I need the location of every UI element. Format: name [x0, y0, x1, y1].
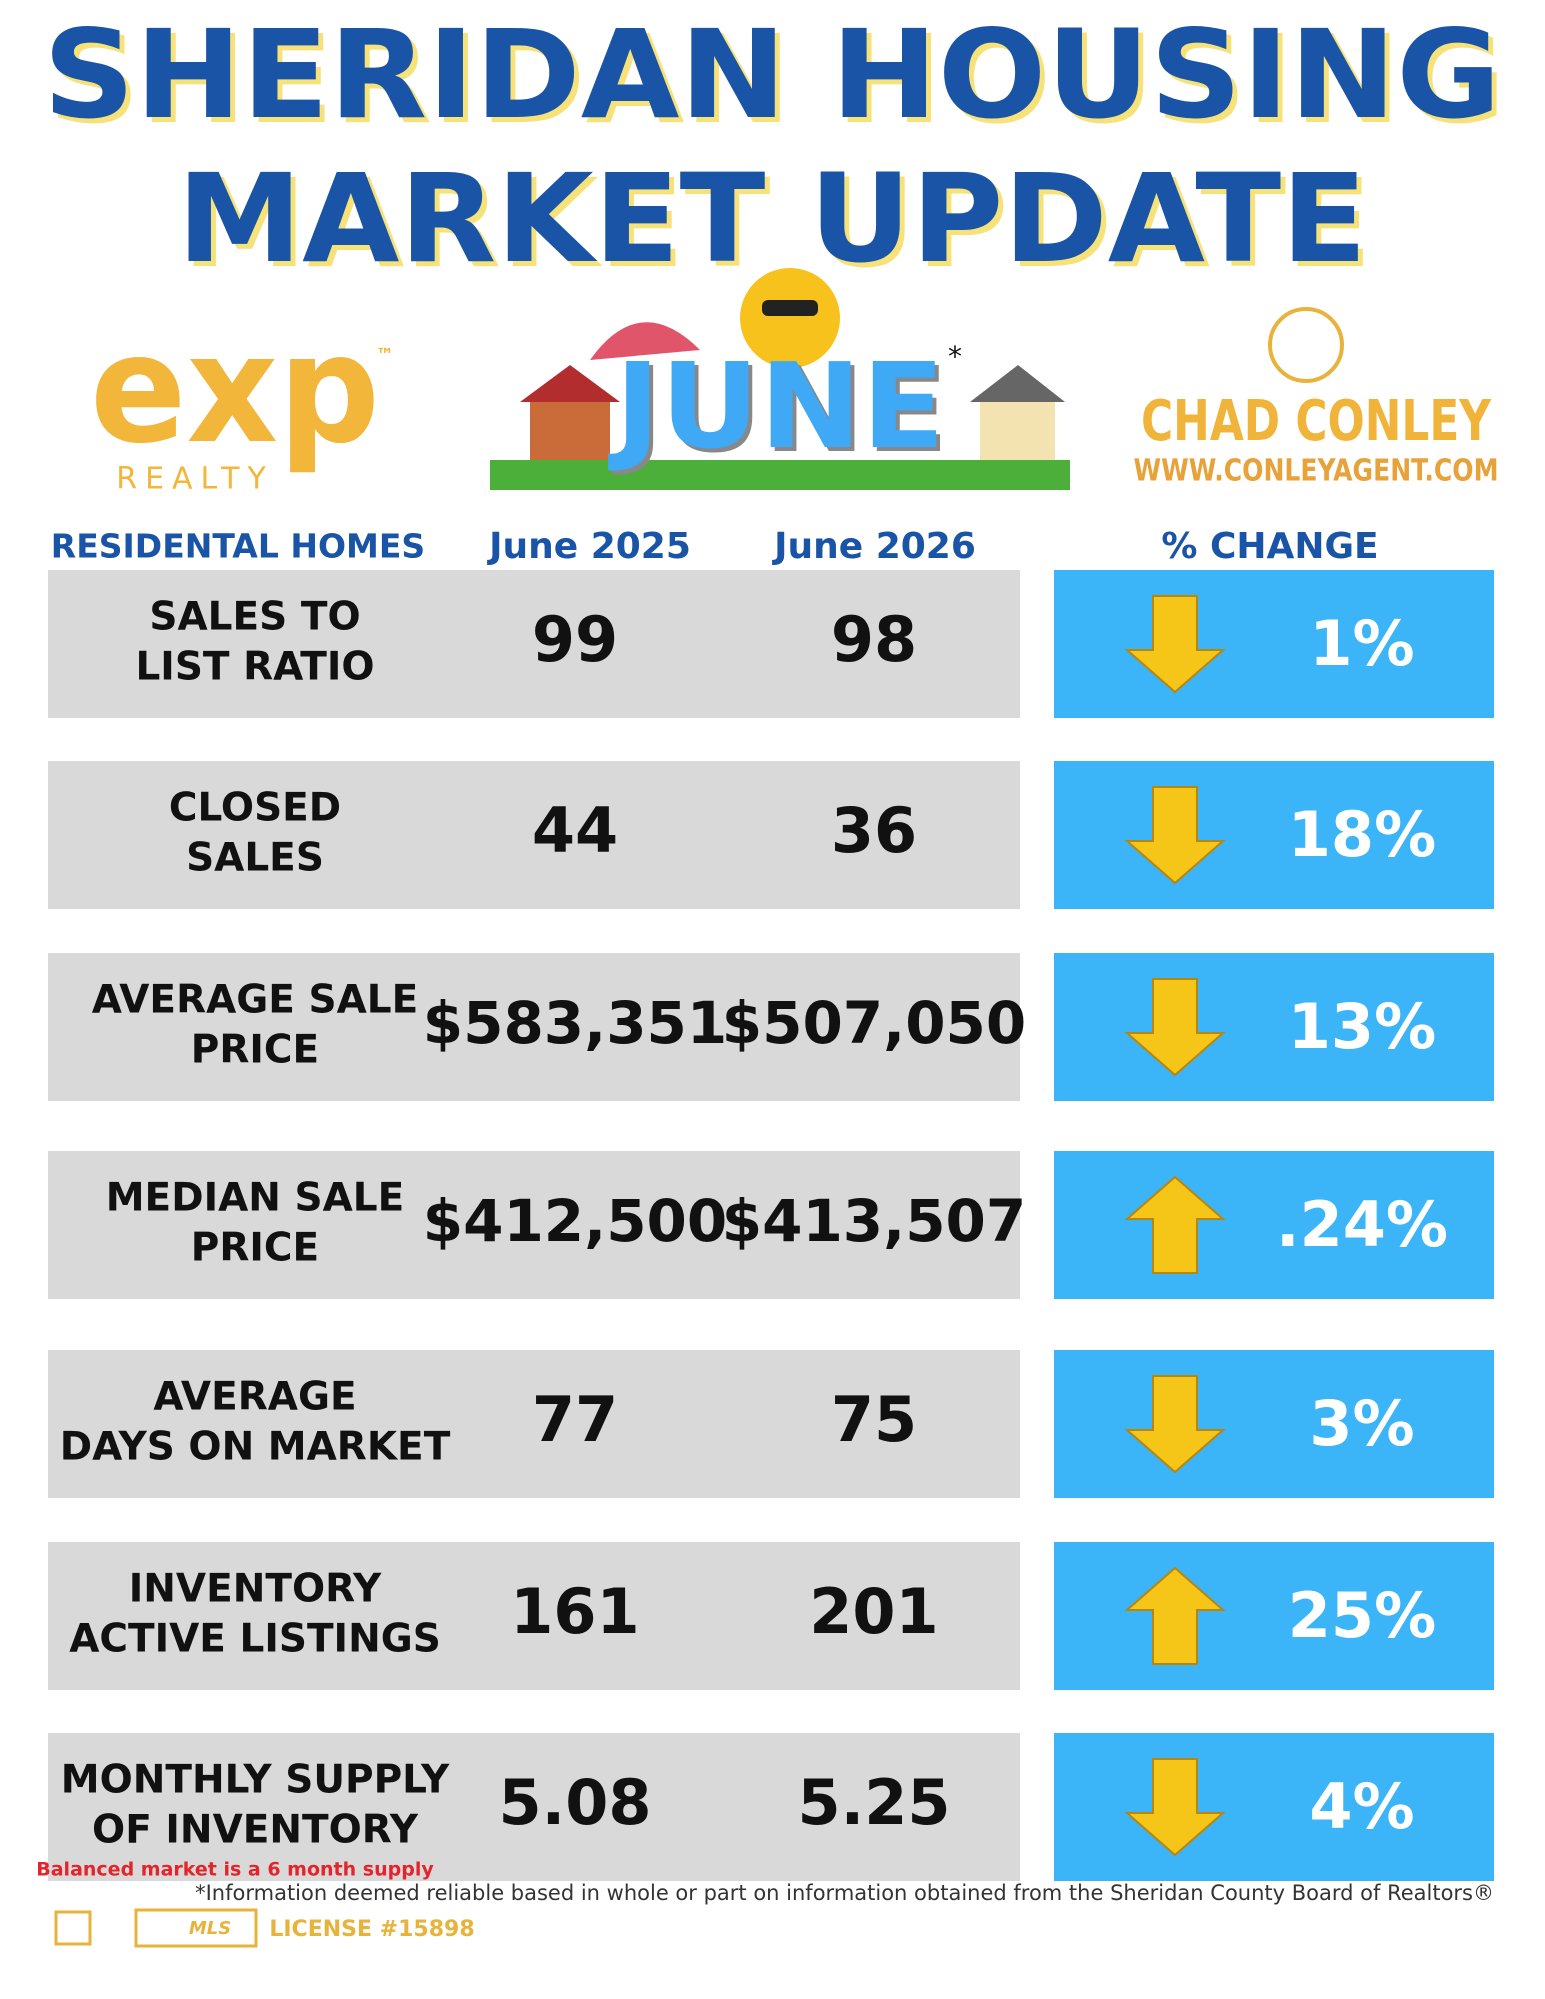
arrow-up: [1124, 1175, 1226, 1274]
mls: MLS: [189, 1918, 231, 1939]
value-2026: $413,507: [722, 1187, 1027, 1255]
tm: ™: [376, 345, 394, 366]
change-value: 4%: [1309, 1770, 1414, 1843]
row-label: LIST RATIO: [135, 645, 374, 690]
mls-badge: [134, 1908, 258, 1948]
row-label: PRICE: [191, 1028, 319, 1073]
change-value: 25%: [1288, 1579, 1436, 1652]
value-2026: 98: [831, 603, 917, 676]
arrow-down: [1124, 595, 1226, 694]
row-box: [48, 1733, 1020, 1881]
agent-site: WWW.CONLEYAGENT.COM: [1134, 454, 1499, 489]
change-value: 3%: [1309, 1387, 1414, 1460]
value-2026: $507,050: [722, 989, 1027, 1057]
arrow-down: [1124, 978, 1226, 1077]
change-box: [1054, 1733, 1494, 1881]
arrow-up: [1124, 1566, 1226, 1665]
row-label: INVENTORY: [129, 1567, 382, 1612]
value-2026: 36: [831, 794, 917, 867]
value-2025: $412,500: [423, 1187, 728, 1255]
value-2025: 44: [532, 794, 618, 867]
change-box: [1054, 761, 1494, 909]
row-box: [48, 1542, 1020, 1690]
row-label: CLOSED: [169, 786, 341, 831]
change-box: [1054, 1151, 1494, 1299]
roof: [520, 365, 620, 402]
row-label: MEDIAN SALE: [106, 1176, 405, 1221]
sun: [740, 268, 840, 368]
title-line: SHERIDAN HOUSING: [43, 4, 1501, 146]
note: Balanced market is a 6 month supply: [36, 1859, 434, 1881]
value-2025: 5.08: [499, 1766, 652, 1839]
value-2026: 201: [809, 1575, 938, 1648]
change-value: 13%: [1288, 990, 1436, 1063]
arrow-down: [1124, 1758, 1226, 1857]
row-label: AVERAGE: [153, 1375, 356, 1420]
row-label: SALES: [186, 836, 324, 881]
asterisk: *: [948, 340, 962, 373]
row-label: DAYS ON MARKET: [60, 1425, 451, 1470]
value-2026: 5.25: [798, 1766, 951, 1839]
grass: [490, 460, 1070, 490]
value-2025: $583,351: [423, 989, 728, 1057]
value-2025: 161: [510, 1575, 639, 1648]
row-label: OF INVENTORY: [92, 1808, 419, 1853]
column-header: % CHANGE: [1161, 526, 1378, 567]
row-label: ACTIVE LISTINGS: [69, 1617, 441, 1662]
change-box: [1054, 953, 1494, 1101]
row-label: MONTHLY SUPPLY: [61, 1758, 450, 1803]
exp-logo: exp: [90, 303, 380, 477]
agent-name: CHAD CONLEY: [1141, 389, 1492, 454]
sunglasses: [762, 300, 818, 316]
row-label: AVERAGE SALE: [92, 978, 419, 1023]
value-2026: 75: [831, 1383, 917, 1456]
arrow-down: [1124, 1375, 1226, 1474]
change-value: 1%: [1309, 607, 1414, 680]
house: [530, 400, 610, 460]
column-header: June 2025: [486, 526, 691, 567]
house: [980, 400, 1055, 460]
roof: [970, 365, 1065, 402]
arrow-down: [1124, 786, 1226, 885]
change-value: .24%: [1276, 1188, 1448, 1261]
row-box: [48, 953, 1020, 1101]
row-box: [48, 1350, 1020, 1498]
column-header: June 2026: [771, 526, 976, 567]
change-box: [1054, 1350, 1494, 1498]
change-box: [1054, 1542, 1494, 1690]
license: LICENSE #15898: [269, 1917, 474, 1942]
month: JUNE: [608, 337, 945, 475]
agent-icon: [1268, 307, 1344, 383]
eho-icon: [54, 1910, 92, 1946]
row-label: PRICE: [191, 1226, 319, 1271]
change-box: [1054, 570, 1494, 718]
column-header: RESIDENTAL HOMES: [51, 527, 425, 566]
change-value: 18%: [1288, 798, 1436, 871]
row-box: [48, 570, 1020, 718]
title-line: MARKET UPDATE: [177, 148, 1367, 290]
value-2025: 77: [532, 1383, 618, 1456]
row-box: [48, 1151, 1020, 1299]
umbrella: [590, 322, 700, 360]
row-label: SALES TO: [149, 595, 360, 640]
exp-sub: REALTY: [116, 462, 274, 497]
disclaimer: *Information deemed reliable based in wh…: [195, 1881, 1494, 1905]
value-2025: 99: [532, 603, 618, 676]
row-box: [48, 761, 1020, 909]
